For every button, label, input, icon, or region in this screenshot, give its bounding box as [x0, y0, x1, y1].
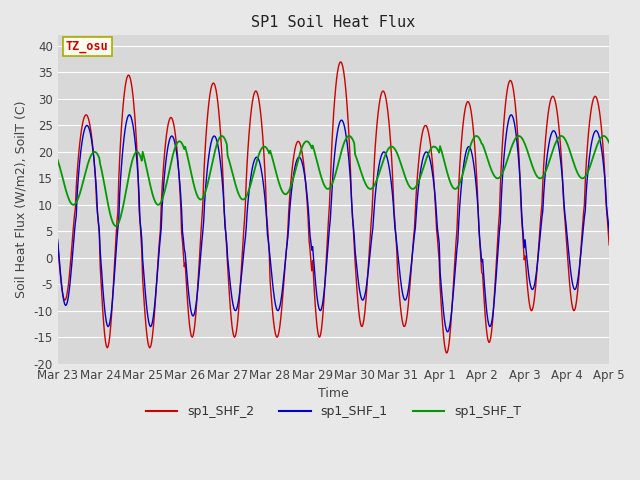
- X-axis label: Time: Time: [318, 387, 349, 400]
- sp1_SHF_2: [576, 260, 584, 265]
- sp1_SHF_1: [54, 237, 61, 243]
- sp1_SHF_1: [605, 229, 613, 235]
- Line: sp1_SHF_2: sp1_SHF_2: [58, 62, 609, 353]
- sp1_SHF_2: [248, 105, 255, 111]
- sp1_SHF_1: [125, 112, 133, 118]
- Y-axis label: Soil Heat Flux (W/m2), SoilT (C): Soil Heat Flux (W/m2), SoilT (C): [15, 101, 28, 298]
- sp1_SHF_1: [321, 280, 329, 286]
- sp1_SHF_1: [444, 329, 451, 335]
- sp1_SHF_1: [576, 259, 584, 265]
- sp1_SHF_T: [83, 164, 91, 170]
- sp1_SHF_T: [54, 157, 61, 163]
- Line: sp1_SHF_T: sp1_SHF_T: [58, 136, 609, 226]
- sp1_SHF_1: [227, 282, 234, 288]
- sp1_SHF_2: [275, 329, 283, 335]
- sp1_SHF_2: [320, 294, 328, 300]
- sp1_SHF_2: [442, 350, 450, 356]
- sp1_SHF_T: [605, 140, 613, 145]
- sp1_SHF_T: [576, 174, 584, 180]
- sp1_SHF_2: [225, 292, 233, 298]
- Legend: sp1_SHF_2, sp1_SHF_1, sp1_SHF_T: sp1_SHF_2, sp1_SHF_1, sp1_SHF_T: [141, 400, 526, 423]
- sp1_SHF_T: [276, 183, 284, 189]
- sp1_SHF_T: [321, 184, 329, 190]
- sp1_SHF_2: [83, 112, 91, 118]
- sp1_SHF_1: [248, 165, 256, 170]
- sp1_SHF_T: [472, 133, 480, 139]
- sp1_SHF_T: [248, 175, 256, 181]
- sp1_SHF_T: [112, 223, 120, 229]
- sp1_SHF_2: [605, 242, 613, 248]
- sp1_SHF_1: [83, 122, 91, 128]
- sp1_SHF_2: [337, 59, 345, 65]
- sp1_SHF_1: [276, 303, 284, 309]
- sp1_SHF_2: [54, 240, 61, 246]
- sp1_SHF_T: [227, 162, 234, 168]
- Text: TZ_osu: TZ_osu: [66, 40, 109, 53]
- Line: sp1_SHF_1: sp1_SHF_1: [58, 115, 609, 332]
- Title: SP1 Soil Heat Flux: SP1 Soil Heat Flux: [252, 15, 415, 30]
